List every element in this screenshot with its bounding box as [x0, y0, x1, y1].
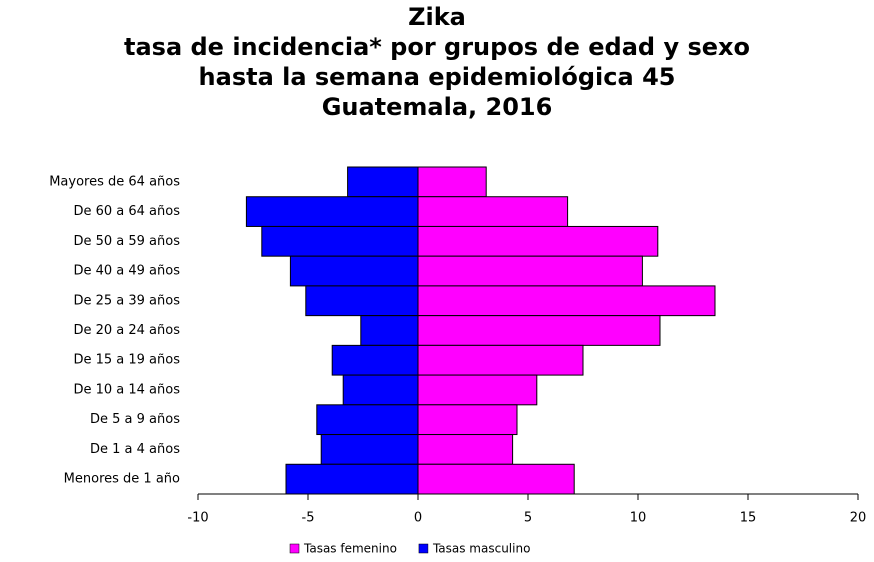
bar	[417, 374, 538, 406]
chart-title: tasa de incidencia* por grupos de edad y…	[124, 33, 750, 61]
bar	[417, 196, 569, 227]
y-tick-label: De 15 a 19 años	[73, 353, 180, 368]
y-tick-label: De 40 a 49 años	[73, 264, 180, 279]
bar	[417, 463, 575, 495]
x-tick-label: -10	[187, 511, 208, 526]
x-tick-label: 15	[740, 511, 757, 526]
legend-swatch	[289, 543, 300, 554]
x-tick-label: 20	[850, 511, 867, 526]
legend-swatch	[418, 543, 429, 554]
x-tick-label: 10	[630, 511, 647, 526]
chart-title: hasta la semana epidemiológica 45	[199, 63, 676, 91]
chart-title: Guatemala, 2016	[322, 93, 553, 121]
bar	[360, 315, 419, 346]
legend-label: Tasas masculino	[432, 542, 530, 556]
bar	[331, 344, 419, 376]
bar	[320, 434, 419, 465]
bar	[316, 404, 419, 436]
y-tick-label: De 20 a 24 años	[73, 323, 180, 338]
x-tick-label: 0	[414, 511, 422, 526]
chart-title: Zika	[408, 3, 466, 31]
y-tick-label: De 10 a 14 años	[73, 382, 180, 397]
y-tick-label: Mayores de 64 años	[49, 174, 180, 189]
y-tick-label: De 50 a 59 años	[73, 234, 180, 249]
legend-label: Tasas femenino	[303, 542, 397, 556]
y-tick-label: De 1 a 4 años	[90, 442, 180, 457]
bar	[417, 225, 659, 257]
bar	[417, 255, 643, 287]
bar	[305, 285, 419, 317]
y-tick-label: De 5 a 9 años	[90, 412, 180, 427]
bar	[417, 285, 716, 317]
bar	[285, 463, 419, 495]
y-tick-label: De 60 a 64 años	[73, 204, 180, 219]
y-tick-label: Menores de 1 año	[64, 472, 180, 487]
bar	[417, 166, 487, 198]
bar	[342, 374, 419, 406]
bar	[417, 315, 661, 346]
x-tick-label: -5	[302, 511, 315, 526]
x-tick-label: 5	[524, 511, 532, 526]
bar	[261, 225, 419, 257]
bar	[245, 196, 419, 227]
bar	[417, 344, 584, 376]
bar	[417, 404, 518, 436]
bar	[347, 166, 419, 198]
y-tick-label: De 25 a 39 años	[73, 293, 180, 308]
bar	[417, 434, 514, 465]
bar	[289, 255, 419, 287]
